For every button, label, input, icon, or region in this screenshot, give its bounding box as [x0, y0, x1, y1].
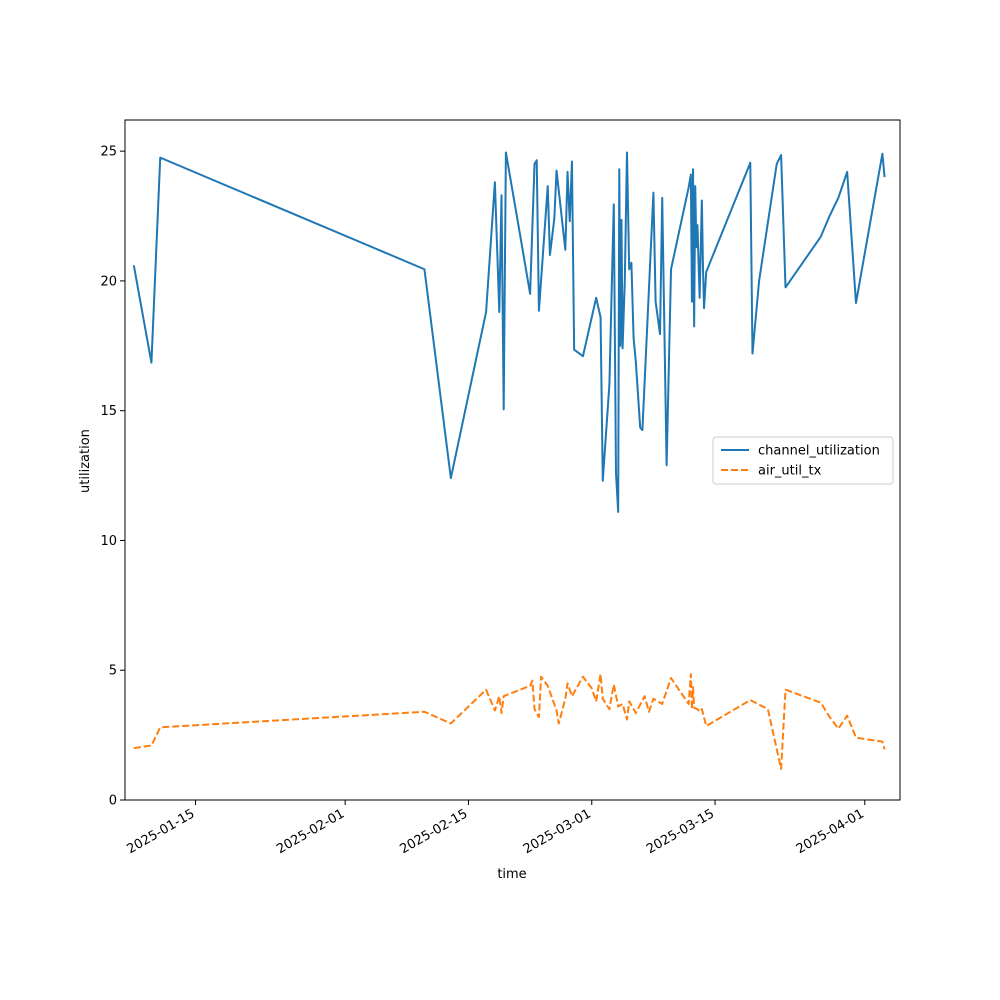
- y-axis: 0 5 10 15 20 25: [100, 145, 125, 809]
- x-axis-label: time: [497, 867, 526, 882]
- plot-area: [124, 119, 901, 801]
- y-tick-label: 10: [100, 534, 117, 549]
- y-tick-label: 5: [109, 664, 117, 679]
- y-tick-label: 25: [100, 145, 117, 160]
- y-axis-label: utilization: [78, 429, 93, 493]
- legend-label-channel-utilization: channel_utilization: [758, 444, 880, 459]
- series-line-channel-utilization: [132, 151, 886, 513]
- axes-frame: [124, 119, 901, 801]
- series-layer: [132, 151, 886, 770]
- legend-label-air-util-tx: air_util_tx: [758, 464, 822, 479]
- legend: channel_utilization air_util_tx: [712, 436, 894, 485]
- legend-frame: [712, 436, 894, 485]
- series-line-air-util-tx: [133, 673, 886, 770]
- y-tick-label: 20: [100, 274, 117, 289]
- y-tick-label: 0: [109, 794, 117, 809]
- y-tick-label: 15: [100, 404, 117, 419]
